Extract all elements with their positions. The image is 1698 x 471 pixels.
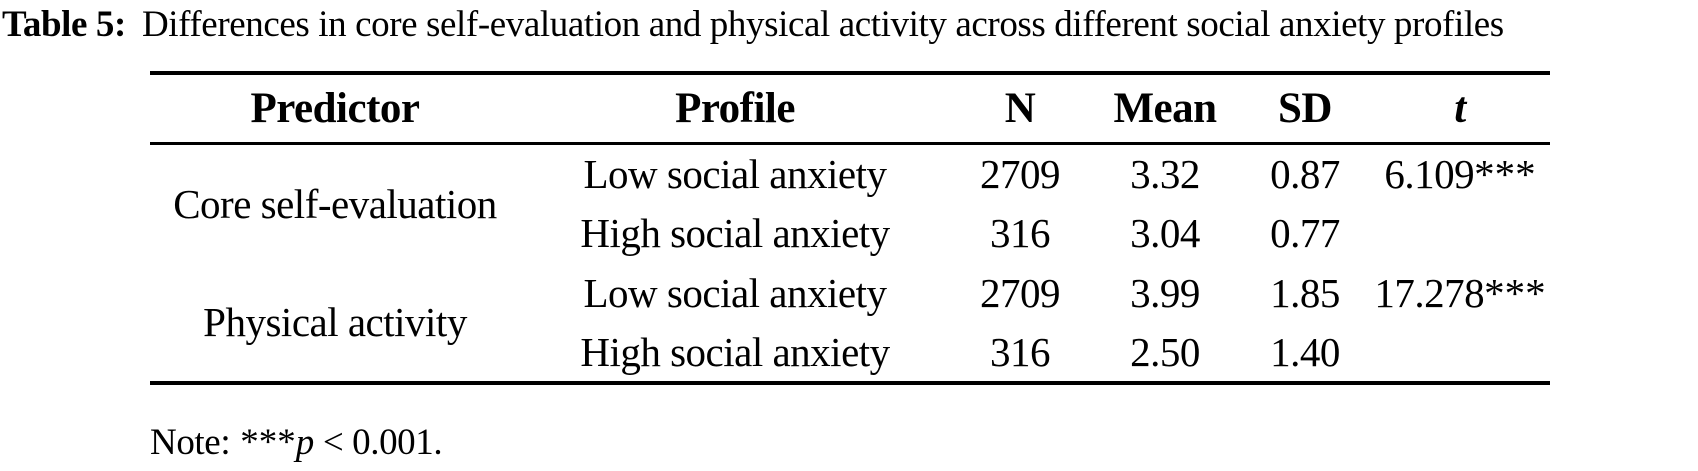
table-caption-label: Table 5: (2, 4, 126, 45)
table-row: Physical activity Low social anxiety 270… (150, 263, 1550, 345)
sd-cell: 0.77 (1270, 210, 1340, 256)
significance-stars: *** (1474, 150, 1536, 197)
profile-cell: Low social anxiety (583, 150, 887, 197)
t-cell (1370, 203, 1550, 263)
t-cell: 17.278*** (1370, 263, 1550, 323)
mean-cell: 3.04 (1130, 210, 1200, 256)
n-cell: 316 (990, 210, 1051, 256)
note-p-symbol: p (295, 422, 315, 463)
col-header-n: N (950, 73, 1090, 145)
header-row: Predictor Profile N Mean SD t (150, 73, 1550, 145)
table-caption-text: Differences in core self-evaluation and … (141, 4, 1504, 45)
note-threshold-text: < 0.001. (322, 422, 443, 463)
table-row: Core self-evaluation Low social anxiety … (150, 143, 1550, 227)
table-row: High social anxiety 316 2.50 1.40 (150, 323, 1550, 383)
mean-cell: 2.50 (1130, 329, 1200, 375)
sd-cell: 1.85 (1270, 270, 1340, 316)
sd-cell: 1.40 (1270, 329, 1340, 375)
predictor-cell: Core self-evaluation (173, 180, 497, 227)
t-cell: 6.109*** (1370, 143, 1550, 203)
table-row: High social anxiety 316 3.04 0.77 (150, 203, 1550, 263)
col-header-predictor: Predictor (150, 73, 520, 145)
mean-cell: 3.99 (1130, 270, 1200, 316)
note-significance-stars: *** (240, 422, 296, 463)
sd-cell: 0.87 (1270, 150, 1340, 197)
note-prefix: Note: (150, 422, 231, 463)
n-cell: 316 (990, 329, 1051, 375)
col-header-profile: Profile (520, 73, 950, 145)
profile-cell: High social anxiety (580, 329, 890, 375)
t-cell (1370, 323, 1550, 383)
table-caption: Table 5: Differences in core self-evaluat… (2, 3, 1504, 47)
predictor-cell: Physical activity (203, 299, 467, 345)
stats-table: Predictor Profile N Mean SD t Core self-… (150, 71, 1550, 385)
table-note: Note: ***p < 0.001. (150, 421, 443, 465)
t-value: 17.278 (1374, 270, 1485, 316)
col-header-sd: SD (1240, 73, 1370, 145)
col-header-mean: Mean (1090, 73, 1240, 145)
profile-cell: High social anxiety (580, 210, 890, 256)
mean-cell: 3.32 (1130, 150, 1200, 197)
n-cell: 2709 (980, 150, 1061, 197)
t-value: 6.109 (1384, 150, 1475, 197)
col-header-t: t (1370, 73, 1550, 145)
significance-stars: *** (1484, 270, 1546, 316)
n-cell: 2709 (980, 270, 1061, 316)
profile-cell: Low social anxiety (583, 270, 887, 316)
